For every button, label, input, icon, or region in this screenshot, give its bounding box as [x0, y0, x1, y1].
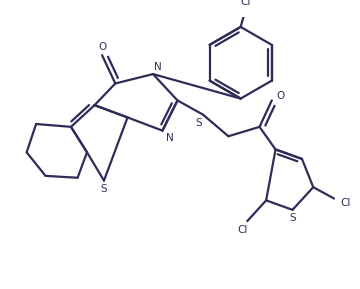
Text: Cl: Cl [340, 198, 351, 208]
Text: S: S [101, 184, 107, 194]
Text: Cl: Cl [240, 0, 251, 8]
Text: O: O [98, 42, 106, 52]
Text: N: N [166, 133, 174, 143]
Text: O: O [276, 91, 284, 101]
Text: Cl: Cl [237, 225, 248, 235]
Text: S: S [195, 118, 202, 128]
Text: S: S [289, 213, 296, 223]
Text: N: N [154, 62, 162, 71]
